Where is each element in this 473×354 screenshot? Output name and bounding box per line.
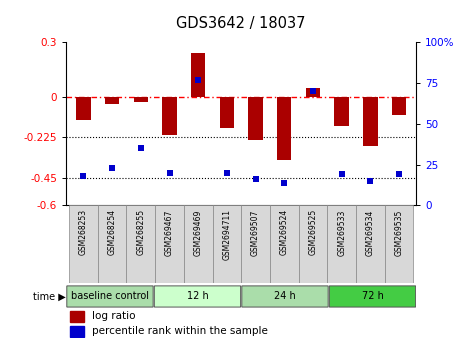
Text: GSM269533: GSM269533 [337, 209, 346, 256]
Text: baseline control: baseline control [71, 291, 149, 302]
Bar [385, 205, 413, 283]
Text: percentile rank within the sample: percentile rank within the sample [93, 326, 268, 336]
Text: 12 h: 12 h [187, 291, 208, 302]
Bar [155, 205, 184, 283]
FancyBboxPatch shape [154, 286, 241, 307]
Point [309, 88, 317, 94]
Bar [334, 97, 349, 126]
Text: 72 h: 72 h [361, 291, 384, 302]
Point [395, 172, 403, 177]
Bar [70, 326, 84, 337]
FancyBboxPatch shape [329, 286, 416, 307]
Bar [212, 205, 241, 283]
Bar [162, 97, 177, 135]
Text: GSM269535: GSM269535 [394, 209, 403, 256]
Bar [356, 205, 385, 283]
Point [367, 178, 374, 184]
Bar [392, 97, 406, 115]
Text: GSM269467: GSM269467 [165, 209, 174, 256]
Bar [298, 205, 327, 283]
Text: 24 h: 24 h [274, 291, 296, 302]
Bar [306, 88, 320, 97]
Bar [134, 97, 148, 102]
Text: GSM269534: GSM269534 [366, 209, 375, 256]
Text: GSM269525: GSM269525 [308, 209, 317, 256]
Bar [191, 53, 205, 97]
Point [338, 172, 345, 177]
FancyBboxPatch shape [242, 286, 328, 307]
Bar [277, 97, 291, 160]
FancyBboxPatch shape [67, 286, 153, 307]
Bar [248, 97, 263, 140]
Bar [126, 205, 155, 283]
Text: log ratio: log ratio [93, 311, 136, 321]
Bar [220, 97, 234, 127]
Point [79, 173, 87, 179]
Point [223, 170, 231, 176]
Bar [184, 205, 212, 283]
Text: GSM268253: GSM268253 [79, 209, 88, 255]
Point [280, 180, 288, 185]
Bar [69, 205, 98, 283]
Text: GSM268254: GSM268254 [108, 209, 117, 255]
Point [166, 170, 173, 176]
Text: GSM269507: GSM269507 [251, 209, 260, 256]
Bar [105, 97, 119, 104]
Bar [363, 97, 377, 145]
Text: GSM268255: GSM268255 [136, 209, 145, 255]
Text: GDS3642 / 18037: GDS3642 / 18037 [176, 16, 306, 31]
Text: GSM269524: GSM269524 [280, 209, 289, 256]
Point [194, 77, 202, 83]
Text: time ▶: time ▶ [33, 291, 66, 302]
Bar [270, 205, 298, 283]
Point [108, 165, 116, 171]
Text: GSM2694711: GSM2694711 [222, 209, 231, 260]
Bar [98, 205, 126, 283]
Bar [327, 205, 356, 283]
Point [252, 176, 259, 182]
Point [137, 145, 145, 151]
Bar [70, 311, 84, 322]
Bar [76, 97, 91, 120]
Bar [241, 205, 270, 283]
Text: GSM269469: GSM269469 [194, 209, 203, 256]
